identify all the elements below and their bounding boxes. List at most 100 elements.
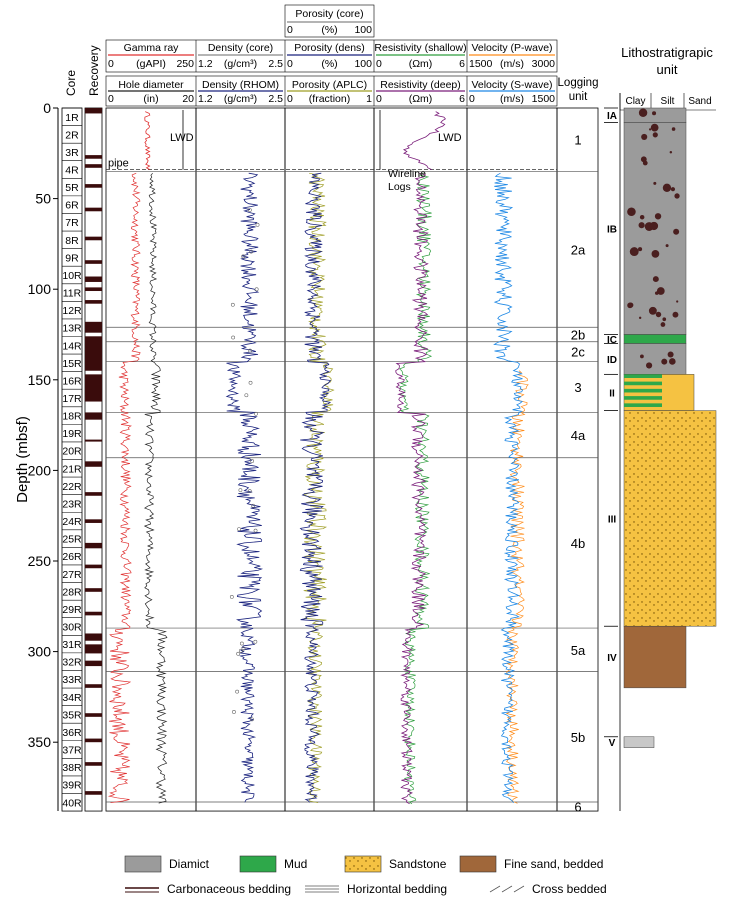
diamict-clast (648, 306, 657, 315)
core-label: 6R (65, 200, 79, 212)
density-core-point (247, 489, 252, 494)
recovery-block (85, 660, 102, 667)
recovery-header: Recovery (87, 45, 101, 96)
core-label: 16R (62, 375, 82, 387)
litho-title-1: Lithostratigrapic (621, 45, 713, 60)
recovery-block (85, 461, 102, 467)
recovery-column-frame (84, 107, 103, 812)
grain-label-sand: Sand (688, 96, 711, 107)
diamict-clast (656, 287, 665, 295)
track-5-bottom-max: 1500 (532, 93, 556, 105)
logging-unit-header-2: unit (569, 91, 588, 103)
diamict-clast (651, 250, 660, 258)
track-1-top-title: Gamma ray (124, 42, 180, 54)
core-label: 8R (65, 235, 79, 247)
track-3-extra-max: 100 (354, 24, 372, 36)
track-3-bottom-unit: (fraction) (309, 93, 350, 105)
header-box-top (105, 39, 558, 73)
litho-unit-label: IB (607, 224, 617, 235)
density-core-point (238, 488, 243, 493)
diamict-clast (669, 358, 676, 365)
core-label: 26R (62, 551, 82, 563)
hole-diameter-curve (143, 172, 168, 804)
track-3-top-min: 0 (287, 58, 293, 70)
diamict-clast (652, 111, 657, 116)
core-label: 1R (65, 112, 79, 124)
track-3-extra-unit: (%) (321, 24, 337, 36)
litho-IC (623, 334, 687, 344)
litho-title-2: unit (657, 62, 678, 77)
track-5-top-title: Velocity (P-wave) (471, 42, 552, 54)
logging-unit-label: 6 (574, 800, 581, 815)
diamict-clast (642, 160, 648, 166)
velocity-p-curve (505, 370, 529, 804)
diamict-clast (661, 358, 668, 365)
track-3-top-max: 100 (354, 58, 372, 70)
core-label: 33R (62, 674, 82, 686)
resistivity-lwd-curve (402, 111, 447, 170)
grain-label-silt: Silt (661, 96, 675, 107)
track-5-bottom-title: Velocity (S-wave) (471, 79, 552, 91)
track-1-top-unit: (gAPI) (136, 58, 166, 70)
mud-band (624, 374, 662, 378)
depth-tick-label: 100 (28, 281, 52, 297)
core-label: 21R (62, 463, 82, 475)
density-core-point (251, 503, 256, 508)
header-box-bottom (105, 75, 558, 107)
core-label: 38R (62, 762, 82, 774)
track-1-bottom-max: 20 (182, 93, 194, 105)
recovery-block (85, 644, 102, 654)
density-rhom-curve (225, 172, 264, 803)
header-box-extra (284, 4, 375, 38)
core-label: 7R (65, 217, 79, 229)
legend-label-finesand: Fine sand, bedded (504, 857, 603, 871)
track-3-bottom-max: 1 (366, 93, 372, 105)
track-1-top-max: 250 (176, 58, 194, 70)
diamict-clast (669, 150, 673, 154)
core-label: 10R (62, 270, 82, 282)
track-1-bottom-min: 0 (108, 93, 114, 105)
litho-V (623, 736, 655, 748)
logging-unit-label: 3 (574, 380, 581, 395)
core-label: 11R (63, 288, 82, 300)
density-core-point (235, 689, 240, 694)
core-label: 28R (62, 586, 82, 598)
diamict-clast (641, 133, 648, 140)
core-label: 31R (62, 639, 82, 651)
diamict-clast (639, 214, 645, 220)
track-frame (284, 107, 375, 812)
density-core-point (250, 459, 254, 463)
recovery-block (85, 276, 102, 282)
core-label: 37R (62, 745, 82, 757)
track-5-top-min: 1500 (469, 58, 493, 70)
density-core-point (237, 527, 241, 531)
density-core-point (241, 646, 246, 651)
core-label: 36R (62, 727, 82, 739)
litho-III (623, 410, 717, 627)
recovery-block (85, 374, 102, 402)
diamict-clast (670, 187, 676, 192)
core-label: 32R (62, 657, 82, 669)
track-1-bottom-unit: (in) (143, 93, 158, 105)
diamict-clast (645, 362, 653, 369)
depth-tick-label: 150 (28, 372, 52, 388)
diamict-clast (667, 351, 674, 358)
density-core-point (254, 411, 258, 416)
recovery-block (85, 611, 102, 616)
legend: Diamict Mud Sandstone Fine sand, bedded Carb… (124, 855, 607, 896)
track-3-top-unit: (%) (321, 58, 337, 70)
logging-unit-label: 4b (571, 536, 585, 551)
annotation-wireline-2: Logs (388, 181, 411, 193)
diamict-clast (652, 132, 658, 138)
legend-label-mud: Mud (284, 857, 307, 871)
track-5-bottom-min: 0 (469, 93, 475, 105)
track-4-bottom-title: Resistivity (deep) (380, 79, 461, 91)
diamict-clast (662, 317, 667, 322)
logging-unit-label: 1 (574, 133, 581, 148)
diamict-clast (639, 354, 644, 359)
core-label: 34R (62, 692, 82, 704)
diamict-clast (665, 244, 669, 248)
core-label: 40R (62, 797, 82, 809)
density-core-point (238, 648, 243, 653)
track-3-bottom-title: Porosity (APLC) (292, 79, 367, 91)
